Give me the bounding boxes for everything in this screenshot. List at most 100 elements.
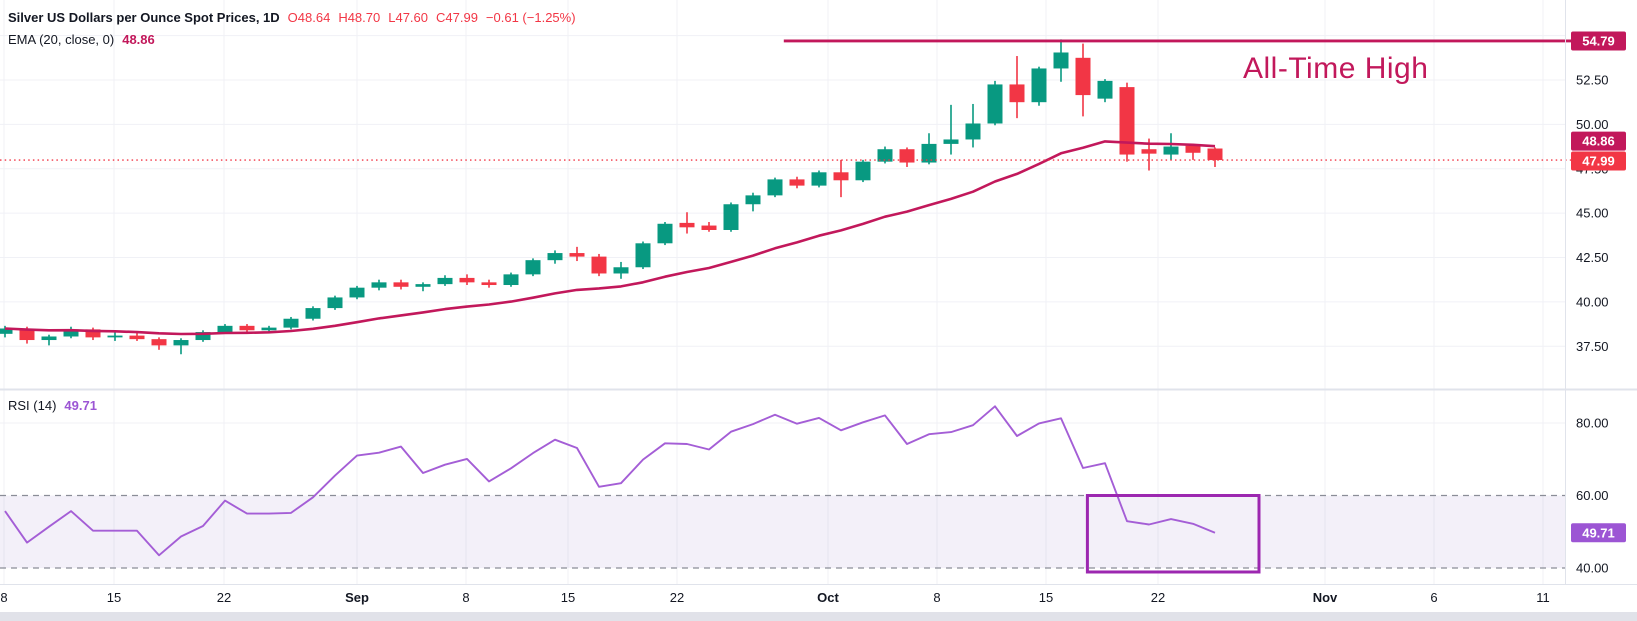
candle-body xyxy=(899,149,915,163)
rsi-value: 49.71 xyxy=(64,398,97,413)
candle-body xyxy=(701,225,717,230)
time-axis-label: 11 xyxy=(1536,590,1550,605)
candle-body xyxy=(723,204,739,230)
ath-badge-text: 54.79 xyxy=(1582,33,1615,48)
candle-body xyxy=(855,161,871,181)
candle-body xyxy=(437,277,453,285)
candle-body xyxy=(1185,145,1201,153)
candle-body xyxy=(811,172,827,186)
candle-body xyxy=(657,223,673,244)
candle-body xyxy=(283,318,299,328)
time-axis-label: 15 xyxy=(561,590,575,605)
time-axis-label: 8 xyxy=(0,590,7,605)
time-axis-label: Sep xyxy=(345,590,369,605)
rsi-axis-label: 40.00 xyxy=(1576,561,1609,576)
rsi-label: RSI (14) xyxy=(8,398,57,413)
price-change: −0.61 (−1.25%) xyxy=(485,10,576,25)
time-axis-label: 22 xyxy=(670,590,684,605)
bottom-bar xyxy=(0,612,1637,621)
rsi-axis-label: 60.00 xyxy=(1576,488,1609,503)
candle-body xyxy=(921,143,937,163)
ema-legend[interactable]: EMA (20, close, 0) 48.86 xyxy=(8,32,155,47)
ohlc-high: H48.70 xyxy=(338,10,381,25)
time-axis-label: 6 xyxy=(1430,590,1437,605)
candle-body xyxy=(393,282,409,287)
candle-body xyxy=(195,332,211,341)
candle-body xyxy=(1207,148,1223,161)
candle-body xyxy=(547,253,563,261)
all-time-high-annotation[interactable]: All-Time High xyxy=(1243,52,1429,85)
rsi-badge-text: 49.71 xyxy=(1582,525,1615,540)
candle-body xyxy=(19,328,35,341)
ema-label: EMA (20, close, 0) xyxy=(8,32,115,47)
time-axis-label: Nov xyxy=(1313,590,1338,605)
rsi-badge xyxy=(1571,523,1626,543)
symbol-legend[interactable]: Silver US Dollars per Ounce Spot Prices,… xyxy=(8,10,576,25)
time-axis-label: 8 xyxy=(933,590,940,605)
rsi-legend[interactable]: RSI (14) 49.71 xyxy=(8,398,97,413)
ema-line[interactable] xyxy=(4,140,1216,336)
candle-body xyxy=(613,267,629,274)
candle-body xyxy=(877,149,893,162)
candle-body xyxy=(459,277,475,283)
time-axis-label: 22 xyxy=(1151,590,1165,605)
candle-body xyxy=(261,327,277,331)
rsi-band xyxy=(0,495,1565,568)
candle-body xyxy=(679,222,695,228)
candle-body xyxy=(1009,84,1025,103)
candle-body xyxy=(569,253,585,257)
candle-body xyxy=(1097,80,1113,99)
time-axis-label: 15 xyxy=(107,590,121,605)
time-axis-label: Oct xyxy=(817,590,839,605)
time-axis-label: 22 xyxy=(217,590,231,605)
candle-body xyxy=(0,328,13,334)
candle-body xyxy=(635,243,651,268)
ohlc-close: C47.99 xyxy=(436,10,478,25)
symbol-title: Silver US Dollars per Ounce Spot Prices,… xyxy=(8,10,280,25)
candle-body xyxy=(503,274,519,286)
price-axis-label: 40.00 xyxy=(1576,294,1609,309)
candle-body xyxy=(173,340,189,346)
candle-body xyxy=(481,282,497,286)
candle-body xyxy=(107,335,123,338)
ath-badge xyxy=(1571,31,1626,51)
last-price-badge xyxy=(1571,151,1626,171)
candle-body xyxy=(415,284,431,287)
candle-body xyxy=(1053,52,1069,69)
ema-value: 48.86 xyxy=(122,32,155,47)
price-axis-label: 52.50 xyxy=(1576,73,1609,88)
candle-body xyxy=(1163,146,1179,155)
rsi-highlight-box[interactable] xyxy=(1085,494,1261,574)
candle-body xyxy=(943,139,959,144)
candle-body xyxy=(327,297,343,309)
ema-badge xyxy=(1571,131,1626,151)
candle-body xyxy=(1119,87,1135,155)
candle-body xyxy=(85,329,101,338)
candle-body xyxy=(591,256,607,274)
candle-body xyxy=(833,172,849,181)
candle-body xyxy=(789,179,805,186)
candle-body xyxy=(349,287,365,298)
time-axis-label: 8 xyxy=(462,590,469,605)
candle-body xyxy=(745,195,761,205)
rsi-axis-label: 80.00 xyxy=(1576,416,1609,431)
candle-body xyxy=(1031,68,1047,103)
last-price-badge-text: 47.99 xyxy=(1582,154,1615,169)
candle-body xyxy=(371,282,387,288)
candle-body xyxy=(987,84,1003,124)
price-axis-label: 37.50 xyxy=(1576,339,1609,354)
candle-body xyxy=(525,260,541,275)
candle-body xyxy=(41,336,57,341)
time-axis-label: 15 xyxy=(1039,590,1053,605)
price-axis-label: 45.00 xyxy=(1576,206,1609,221)
candle-body xyxy=(965,123,981,140)
price-axis-label: 50.00 xyxy=(1576,117,1609,132)
candle-body xyxy=(767,179,783,196)
ohlc-open: O48.64 xyxy=(287,10,331,25)
rsi-line[interactable] xyxy=(4,405,1216,557)
candle-body xyxy=(63,329,79,337)
candle-body xyxy=(129,335,145,340)
ohlc-low: L47.60 xyxy=(388,10,428,25)
